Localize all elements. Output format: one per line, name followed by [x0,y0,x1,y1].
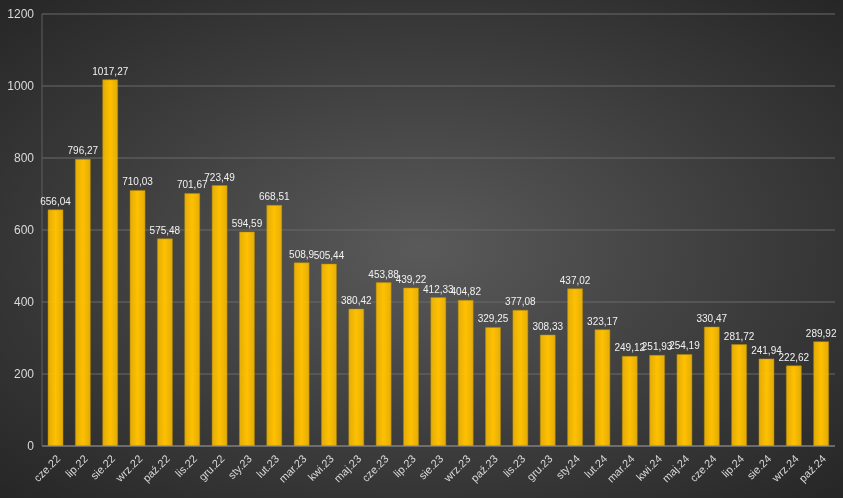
svg-text:323,17: 323,17 [587,316,618,327]
svg-text:lip.23: lip.23 [391,452,418,479]
svg-text:maj.24: maj.24 [660,452,692,484]
svg-text:281,72: 281,72 [724,331,755,342]
svg-text:paź.24: paź.24 [796,452,828,484]
svg-text:cze.24: cze.24 [687,452,718,483]
svg-text:sie.22: sie.22 [88,452,117,481]
svg-text:lut.23: lut.23 [253,452,282,480]
svg-text:400: 400 [14,295,34,309]
svg-text:sty.24: sty.24 [554,452,583,481]
svg-text:1017,27: 1017,27 [92,66,129,77]
svg-text:paź.23: paź.23 [468,452,500,484]
svg-text:241,94: 241,94 [751,344,782,356]
svg-text:cze.22: cze.22 [31,452,62,483]
svg-text:mar.24: mar.24 [605,452,637,484]
svg-text:gru.22: gru.22 [196,452,227,483]
svg-text:paź.22: paź.22 [140,452,172,484]
svg-text:lip.24: lip.24 [719,452,746,479]
svg-text:796,27: 796,27 [68,145,99,156]
svg-text:wrz.23: wrz.23 [441,452,473,484]
svg-text:200: 200 [14,367,34,381]
svg-text:lis.23: lis.23 [500,452,528,480]
svg-text:380,42: 380,42 [341,295,372,306]
svg-text:329,25: 329,25 [478,313,509,324]
svg-text:437,02: 437,02 [560,275,591,286]
svg-text:249,12: 249,12 [614,342,646,354]
svg-text:251,93: 251,93 [641,341,673,353]
svg-text:668,51: 668,51 [259,191,290,202]
svg-text:575,48: 575,48 [150,225,181,236]
svg-text:800: 800 [14,151,34,165]
svg-text:594,59: 594,59 [232,218,263,229]
svg-text:656,04: 656,04 [40,196,71,207]
svg-text:sie.24: sie.24 [744,452,773,481]
svg-text:600: 600 [14,223,34,237]
svg-text:wrz.22: wrz.22 [113,452,145,484]
svg-text:kwi.23: kwi.23 [306,452,337,483]
svg-text:710,03: 710,03 [122,176,153,187]
svg-text:1000: 1000 [8,79,34,93]
svg-text:sty.23: sty.23 [225,452,254,481]
svg-text:lis.22: lis.22 [172,452,200,480]
svg-text:mar.23: mar.23 [276,452,308,484]
svg-text:lut.24: lut.24 [582,452,610,480]
svg-text:lip.22: lip.22 [63,452,90,479]
svg-text:308,33: 308,33 [532,321,563,332]
svg-text:222,62: 222,62 [779,352,810,363]
svg-text:377,08: 377,08 [505,296,536,307]
svg-text:1200: 1200 [8,7,34,21]
svg-text:701,67: 701,67 [176,179,208,191]
svg-text:254,19: 254,19 [669,340,700,351]
svg-text:289,92: 289,92 [806,328,835,339]
svg-text:412,33: 412,33 [423,283,454,295]
svg-text:0: 0 [27,439,34,453]
svg-text:330,47: 330,47 [696,313,727,324]
svg-text:453,88: 453,88 [368,268,399,280]
svg-text:gru.23: gru.23 [524,452,555,483]
svg-text:505,44: 505,44 [314,250,345,261]
svg-text:723,49: 723,49 [204,172,235,183]
svg-text:439,22: 439,22 [395,273,427,285]
svg-text:508,9: 508,9 [289,249,314,260]
svg-text:cze.23: cze.23 [359,452,390,483]
svg-text:maj.23: maj.23 [332,452,364,484]
svg-text:wrz.24: wrz.24 [769,452,801,484]
svg-text:kwi.24: kwi.24 [634,452,665,483]
svg-text:404,82: 404,82 [450,286,481,297]
svg-text:sie.23: sie.23 [416,452,445,481]
